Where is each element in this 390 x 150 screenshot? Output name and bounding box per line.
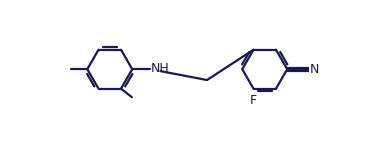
Text: F: F (250, 94, 257, 107)
Text: NH: NH (151, 61, 170, 75)
Text: N: N (310, 63, 319, 76)
